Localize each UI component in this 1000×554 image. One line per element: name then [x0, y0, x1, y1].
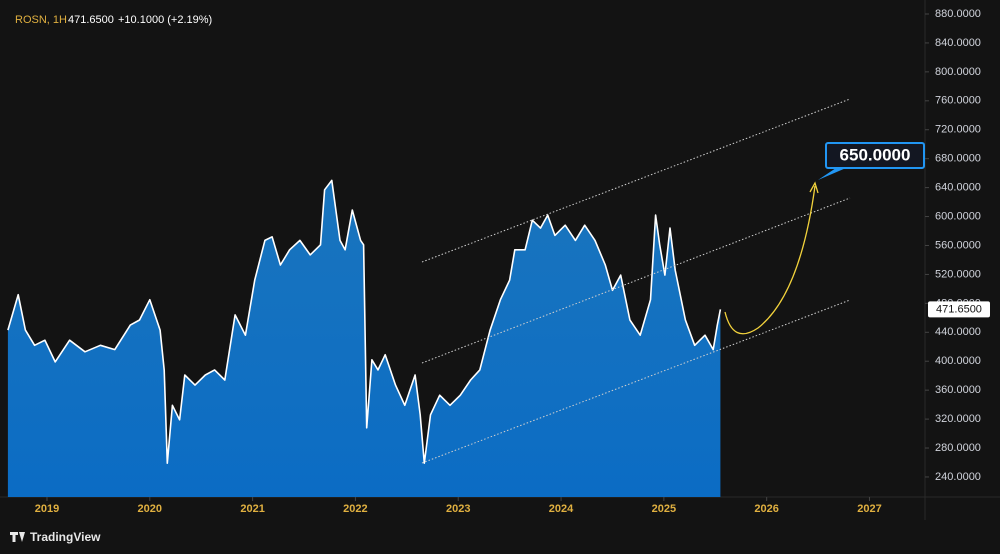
symbol: ROSN, 1H: [15, 14, 67, 26]
x-axis: 2019 2020 2021 2022 2023 2024 2025 2026 2027: [35, 497, 882, 515]
y-tick-label: 360.0000: [935, 384, 981, 396]
y-tick-label: 680.0000: [935, 153, 981, 165]
y-tick-label: 640.0000: [935, 182, 981, 194]
channel-line: [421, 299, 851, 464]
x-tick-label: 2019: [35, 503, 59, 515]
y-tick-label: 720.0000: [935, 124, 981, 136]
channel-line: [421, 98, 851, 263]
y-tick-label: 520.0000: [935, 268, 981, 280]
x-tick-label: 2021: [240, 503, 264, 515]
y-tick-label: 440.0000: [935, 326, 981, 338]
arrow-head: [809, 181, 819, 194]
y-tick-label: 560.0000: [935, 239, 981, 251]
logo: [10, 532, 25, 542]
last-price: 471.6500: [68, 14, 114, 26]
x-tick-label: 2025: [652, 503, 676, 515]
y-tick-label: 400.0000: [935, 355, 981, 367]
brand: TradingView: [30, 530, 101, 544]
callout-box: [825, 142, 925, 169]
price-tag-label: 471.6500: [936, 303, 982, 315]
y-axis: 880.0000 840.0000 800.0000 760.0000 720.0000…: [925, 8, 981, 483]
x-tick-label: 2027: [857, 503, 881, 515]
y-tick-label: 240.0000: [935, 471, 981, 483]
channel-line: [421, 197, 851, 364]
drawings: 650.0000: [421, 98, 925, 464]
y-tick-label: 600.0000: [935, 210, 981, 222]
y-tick-label: 760.0000: [935, 95, 981, 107]
x-tick-label: 2020: [138, 503, 162, 515]
price-change: +10.1000 (+2.19%): [118, 14, 212, 26]
price-tag: 471.6500: [928, 301, 990, 318]
y-tick-label: 320.0000: [935, 413, 981, 425]
area-fill: [7, 180, 721, 497]
price-line: [7, 179, 722, 464]
y-tick-label: 800.0000: [935, 66, 981, 78]
y-tick-label: 280.0000: [935, 442, 981, 454]
projection-arrow: [724, 185, 816, 335]
y-tick-label: 840.0000: [935, 37, 981, 49]
x-tick-label: 2022: [343, 503, 367, 515]
x-tick-label: 2024: [549, 503, 574, 515]
plot-area: [7, 179, 722, 497]
price-tag-box: [928, 301, 990, 318]
callout-pointer: [818, 168, 846, 180]
annotation: 650.0000: [840, 145, 911, 164]
x-tick-label: 2026: [754, 503, 778, 515]
y-tick-label: 880.0000: [935, 8, 981, 20]
x-tick-label: 2023: [446, 503, 470, 515]
